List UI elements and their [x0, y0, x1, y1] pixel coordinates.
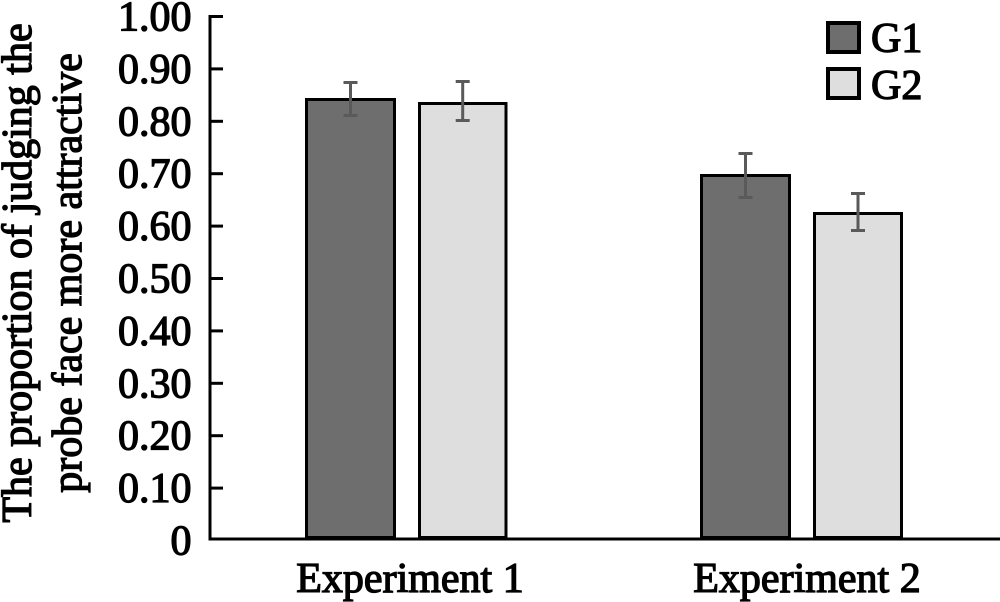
- svg-text:0.90: 0.90: [118, 47, 192, 93]
- svg-text:0.70: 0.70: [118, 152, 192, 198]
- svg-text:G2: G2: [871, 63, 922, 109]
- svg-text:0.60: 0.60: [118, 204, 192, 250]
- svg-text:0.50: 0.50: [118, 257, 192, 303]
- svg-text:0: 0: [171, 519, 192, 565]
- svg-text:0.40: 0.40: [118, 309, 192, 355]
- svg-text:Experiment 1: Experiment 1: [296, 556, 523, 602]
- svg-text:0.20: 0.20: [118, 414, 192, 460]
- svg-text:The proportion of judging the: The proportion of judging the: [0, 23, 41, 522]
- svg-text:probe face more attractive: probe face more attractive: [45, 53, 91, 493]
- svg-text:0.80: 0.80: [118, 99, 192, 145]
- svg-text:0.10: 0.10: [118, 466, 192, 512]
- svg-text:1.00: 1.00: [118, 0, 192, 41]
- svg-text:Experiment 2: Experiment 2: [693, 556, 920, 602]
- svg-text:0.30: 0.30: [118, 361, 192, 407]
- svg-text:G1: G1: [871, 16, 922, 62]
